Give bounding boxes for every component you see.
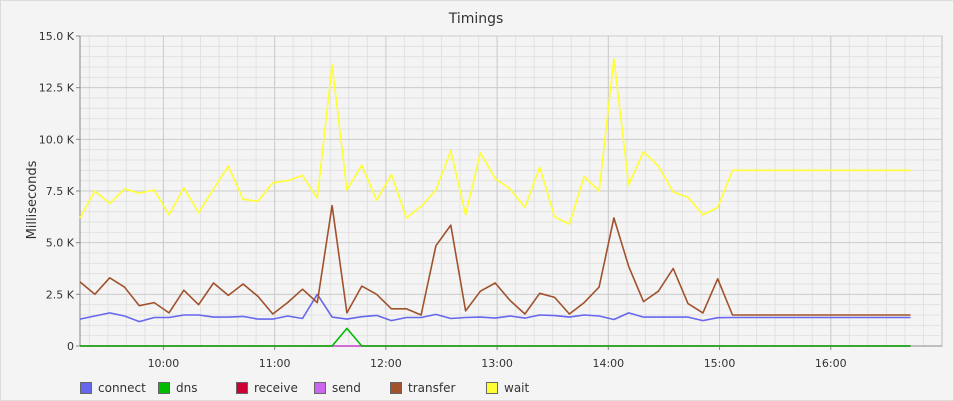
x-tick-label: 15:00 bbox=[704, 357, 736, 370]
legend-swatch bbox=[314, 382, 326, 394]
y-tick-label: 10.0 K bbox=[39, 133, 75, 146]
legend-swatch bbox=[236, 382, 248, 394]
y-axis-label: Milliseconds bbox=[25, 160, 40, 239]
x-tick-label: 10:00 bbox=[148, 357, 180, 370]
y-tick-label: 12.5 K bbox=[39, 82, 75, 95]
y-tick-label: 7.5 K bbox=[46, 185, 75, 198]
x-tick-label: 14:00 bbox=[592, 357, 624, 370]
x-tick-label: 11:00 bbox=[259, 357, 291, 370]
series-line-dns bbox=[80, 327, 911, 347]
y-tick-label: 5.0 K bbox=[46, 237, 75, 250]
series-line-transfer bbox=[79, 204, 911, 316]
timings-chart: Timings Milliseconds 0 2.5 K 5.0 K 7.5 K 10.… bbox=[25, 11, 943, 370]
legend-label: wait bbox=[504, 381, 530, 395]
legend-label: receive bbox=[254, 381, 298, 395]
legend-swatch bbox=[80, 382, 92, 394]
legend-label: send bbox=[332, 381, 361, 395]
y-tick-label: 15.0 K bbox=[39, 30, 75, 43]
x-tick-label: 13:00 bbox=[481, 357, 513, 370]
y-tick-label: 2.5 K bbox=[46, 288, 75, 301]
legend-swatch bbox=[390, 382, 402, 394]
x-tick-label: 12:00 bbox=[370, 357, 402, 370]
legend-label: connect bbox=[98, 381, 146, 395]
legend-label: transfer bbox=[408, 381, 456, 395]
legend-label: dns bbox=[176, 381, 198, 395]
series-line-wait bbox=[79, 57, 911, 225]
legend-swatch bbox=[158, 382, 170, 394]
series-line-connect bbox=[79, 293, 911, 323]
y-tick-label: 0 bbox=[67, 340, 74, 353]
chart-title: Timings bbox=[448, 11, 504, 27]
legend-swatch bbox=[486, 382, 498, 394]
x-tick-label: 16:00 bbox=[815, 357, 847, 370]
